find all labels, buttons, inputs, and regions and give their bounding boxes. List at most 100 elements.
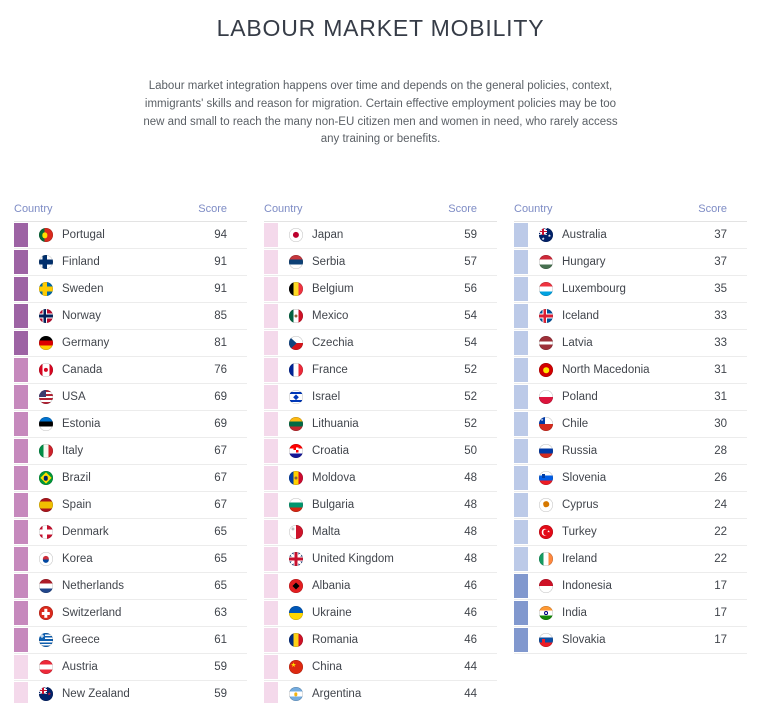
- ring-flag-emblem: [544, 611, 548, 616]
- country-score: 50: [464, 445, 477, 458]
- table-row[interactable]: Czechia 54: [264, 330, 497, 358]
- score-color-bar: [264, 223, 278, 248]
- circle-flag-emblem: [41, 232, 48, 238]
- table-row[interactable]: Switzerland 63: [14, 600, 247, 628]
- table-row[interactable]: France 52: [264, 357, 497, 385]
- score-color-bar: [514, 277, 528, 302]
- flag-finland-icon: [39, 255, 53, 270]
- country-score: 67: [214, 445, 227, 458]
- table-row[interactable]: ★ New Zealand 59: [14, 681, 247, 703]
- score-color-bar: [14, 250, 28, 275]
- country-name: Austria: [62, 661, 98, 674]
- table-row[interactable]: North Macedonia 31: [514, 357, 747, 385]
- score-color-bar: [514, 520, 528, 545]
- table-row[interactable]: Bulgaria 48: [264, 492, 497, 520]
- table-row[interactable]: Belgium 56: [264, 276, 497, 304]
- table-row[interactable]: ★ Turkey 22: [514, 519, 747, 547]
- score-color-bar: [514, 547, 528, 572]
- table-row[interactable]: Luxembourg 35: [514, 276, 747, 304]
- table-row[interactable]: Netherlands 65: [14, 573, 247, 601]
- table-row[interactable]: Iceland 33: [514, 303, 747, 331]
- table-row[interactable]: United Kingdom 48: [264, 546, 497, 574]
- table-row[interactable]: Romania 46: [264, 627, 497, 655]
- table-row[interactable]: Sweden 91: [14, 276, 247, 304]
- table-row[interactable]: Japan 59: [264, 222, 497, 250]
- score-color-bar: [14, 304, 28, 329]
- table-row[interactable]: Moldova 48: [264, 465, 497, 493]
- score-table-3: Country Score ★ ★ Australia 37 Hungary 37 Luxemb…: [514, 196, 747, 703]
- table-row[interactable]: Canada 76: [14, 357, 247, 385]
- table-row[interactable]: ★ ★ Australia 37: [514, 222, 747, 250]
- score-color-bar: [14, 628, 28, 653]
- table-row[interactable]: Ireland 22: [514, 546, 747, 574]
- country-name: Italy: [62, 445, 84, 458]
- table-row[interactable]: Slovenia 26: [514, 465, 747, 493]
- table-row[interactable]: Indonesia 17: [514, 573, 747, 601]
- star-flag-emblem: ★: [541, 236, 545, 242]
- table-row[interactable]: Germany 81: [14, 330, 247, 358]
- table-row[interactable]: Finland 91: [14, 249, 247, 277]
- table-row[interactable]: Croatia 50: [264, 438, 497, 466]
- table-row[interactable]: Malta 48: [264, 519, 497, 547]
- country-score: 63: [214, 607, 227, 620]
- country-name: United Kingdom: [312, 553, 394, 566]
- table-row[interactable]: Greece 61: [14, 627, 247, 655]
- country-name: Serbia: [312, 256, 346, 269]
- country-name: Switzerland: [62, 607, 122, 620]
- table-row[interactable]: Denmark 65: [14, 519, 247, 547]
- country-score: 48: [464, 499, 477, 512]
- star-flag-emblem: ★: [547, 529, 551, 534]
- table-row[interactable]: ★ Chile 30: [514, 411, 747, 439]
- table-row[interactable]: Italy 67: [14, 438, 247, 466]
- country-score: 59: [214, 661, 227, 674]
- table-row[interactable]: Argentina 44: [264, 681, 497, 703]
- score-color-bar: [514, 250, 528, 275]
- table-row[interactable]: USA 69: [14, 384, 247, 412]
- diamond-flag-emblem: [293, 394, 299, 400]
- country-score: 81: [214, 337, 227, 350]
- table-row[interactable]: Albania 46: [264, 573, 497, 601]
- country-name: Hungary: [562, 256, 606, 269]
- table-row[interactable]: Israel 52: [264, 384, 497, 412]
- flag-serbia-icon: [289, 255, 303, 270]
- table-row[interactable]: Serbia 57: [264, 249, 497, 277]
- score-color-bar: [14, 466, 28, 491]
- table-row[interactable]: Poland 31: [514, 384, 747, 412]
- score-color-bar: [264, 574, 278, 599]
- table-row[interactable]: ★ China 44: [264, 654, 497, 682]
- table-row[interactable]: India 17: [514, 600, 747, 628]
- table-row[interactable]: Ukraine 46: [264, 600, 497, 628]
- score-color-bar: [14, 277, 28, 302]
- flag-brazil-icon: [39, 471, 53, 486]
- country-name: Finland: [62, 256, 100, 269]
- table-row[interactable]: Slovakia 17: [514, 627, 747, 655]
- flag-germany-icon: [39, 336, 53, 351]
- circle-flag-emblem: [542, 529, 549, 535]
- country-name: Ireland: [562, 553, 598, 566]
- country-name: Turkey: [562, 526, 597, 539]
- score-color-bar: [14, 520, 28, 545]
- country-score: 22: [714, 526, 727, 539]
- table-row[interactable]: Austria 59: [14, 654, 247, 682]
- table-row[interactable]: Brazil 67: [14, 465, 247, 493]
- table-row[interactable]: Hungary 37: [514, 249, 747, 277]
- table-row[interactable]: Spain 67: [14, 492, 247, 520]
- country-name: Albania: [312, 580, 351, 593]
- taeguk-flag-emblem: [42, 556, 50, 563]
- star-flag-emblem: ★: [540, 417, 544, 422]
- score-color-bar: [514, 223, 528, 248]
- table-row[interactable]: Estonia 69: [14, 411, 247, 439]
- table-row[interactable]: Lithuania 52: [264, 411, 497, 439]
- star-flag-emblem: ★: [547, 232, 552, 238]
- table-row[interactable]: Cyprus 24: [514, 492, 747, 520]
- table-row[interactable]: Korea 65: [14, 546, 247, 574]
- table-row[interactable]: Latvia 33: [514, 330, 747, 358]
- country-name: Slovenia: [562, 472, 607, 485]
- table-row[interactable]: Russia 28: [514, 438, 747, 466]
- check-flag-emblem: [293, 447, 299, 453]
- country-score: 37: [714, 229, 727, 242]
- country-score: 48: [464, 553, 477, 566]
- table-row[interactable]: Portugal 94: [14, 222, 247, 250]
- table-row[interactable]: Norway 85: [14, 303, 247, 331]
- table-row[interactable]: Mexico 54: [264, 303, 497, 331]
